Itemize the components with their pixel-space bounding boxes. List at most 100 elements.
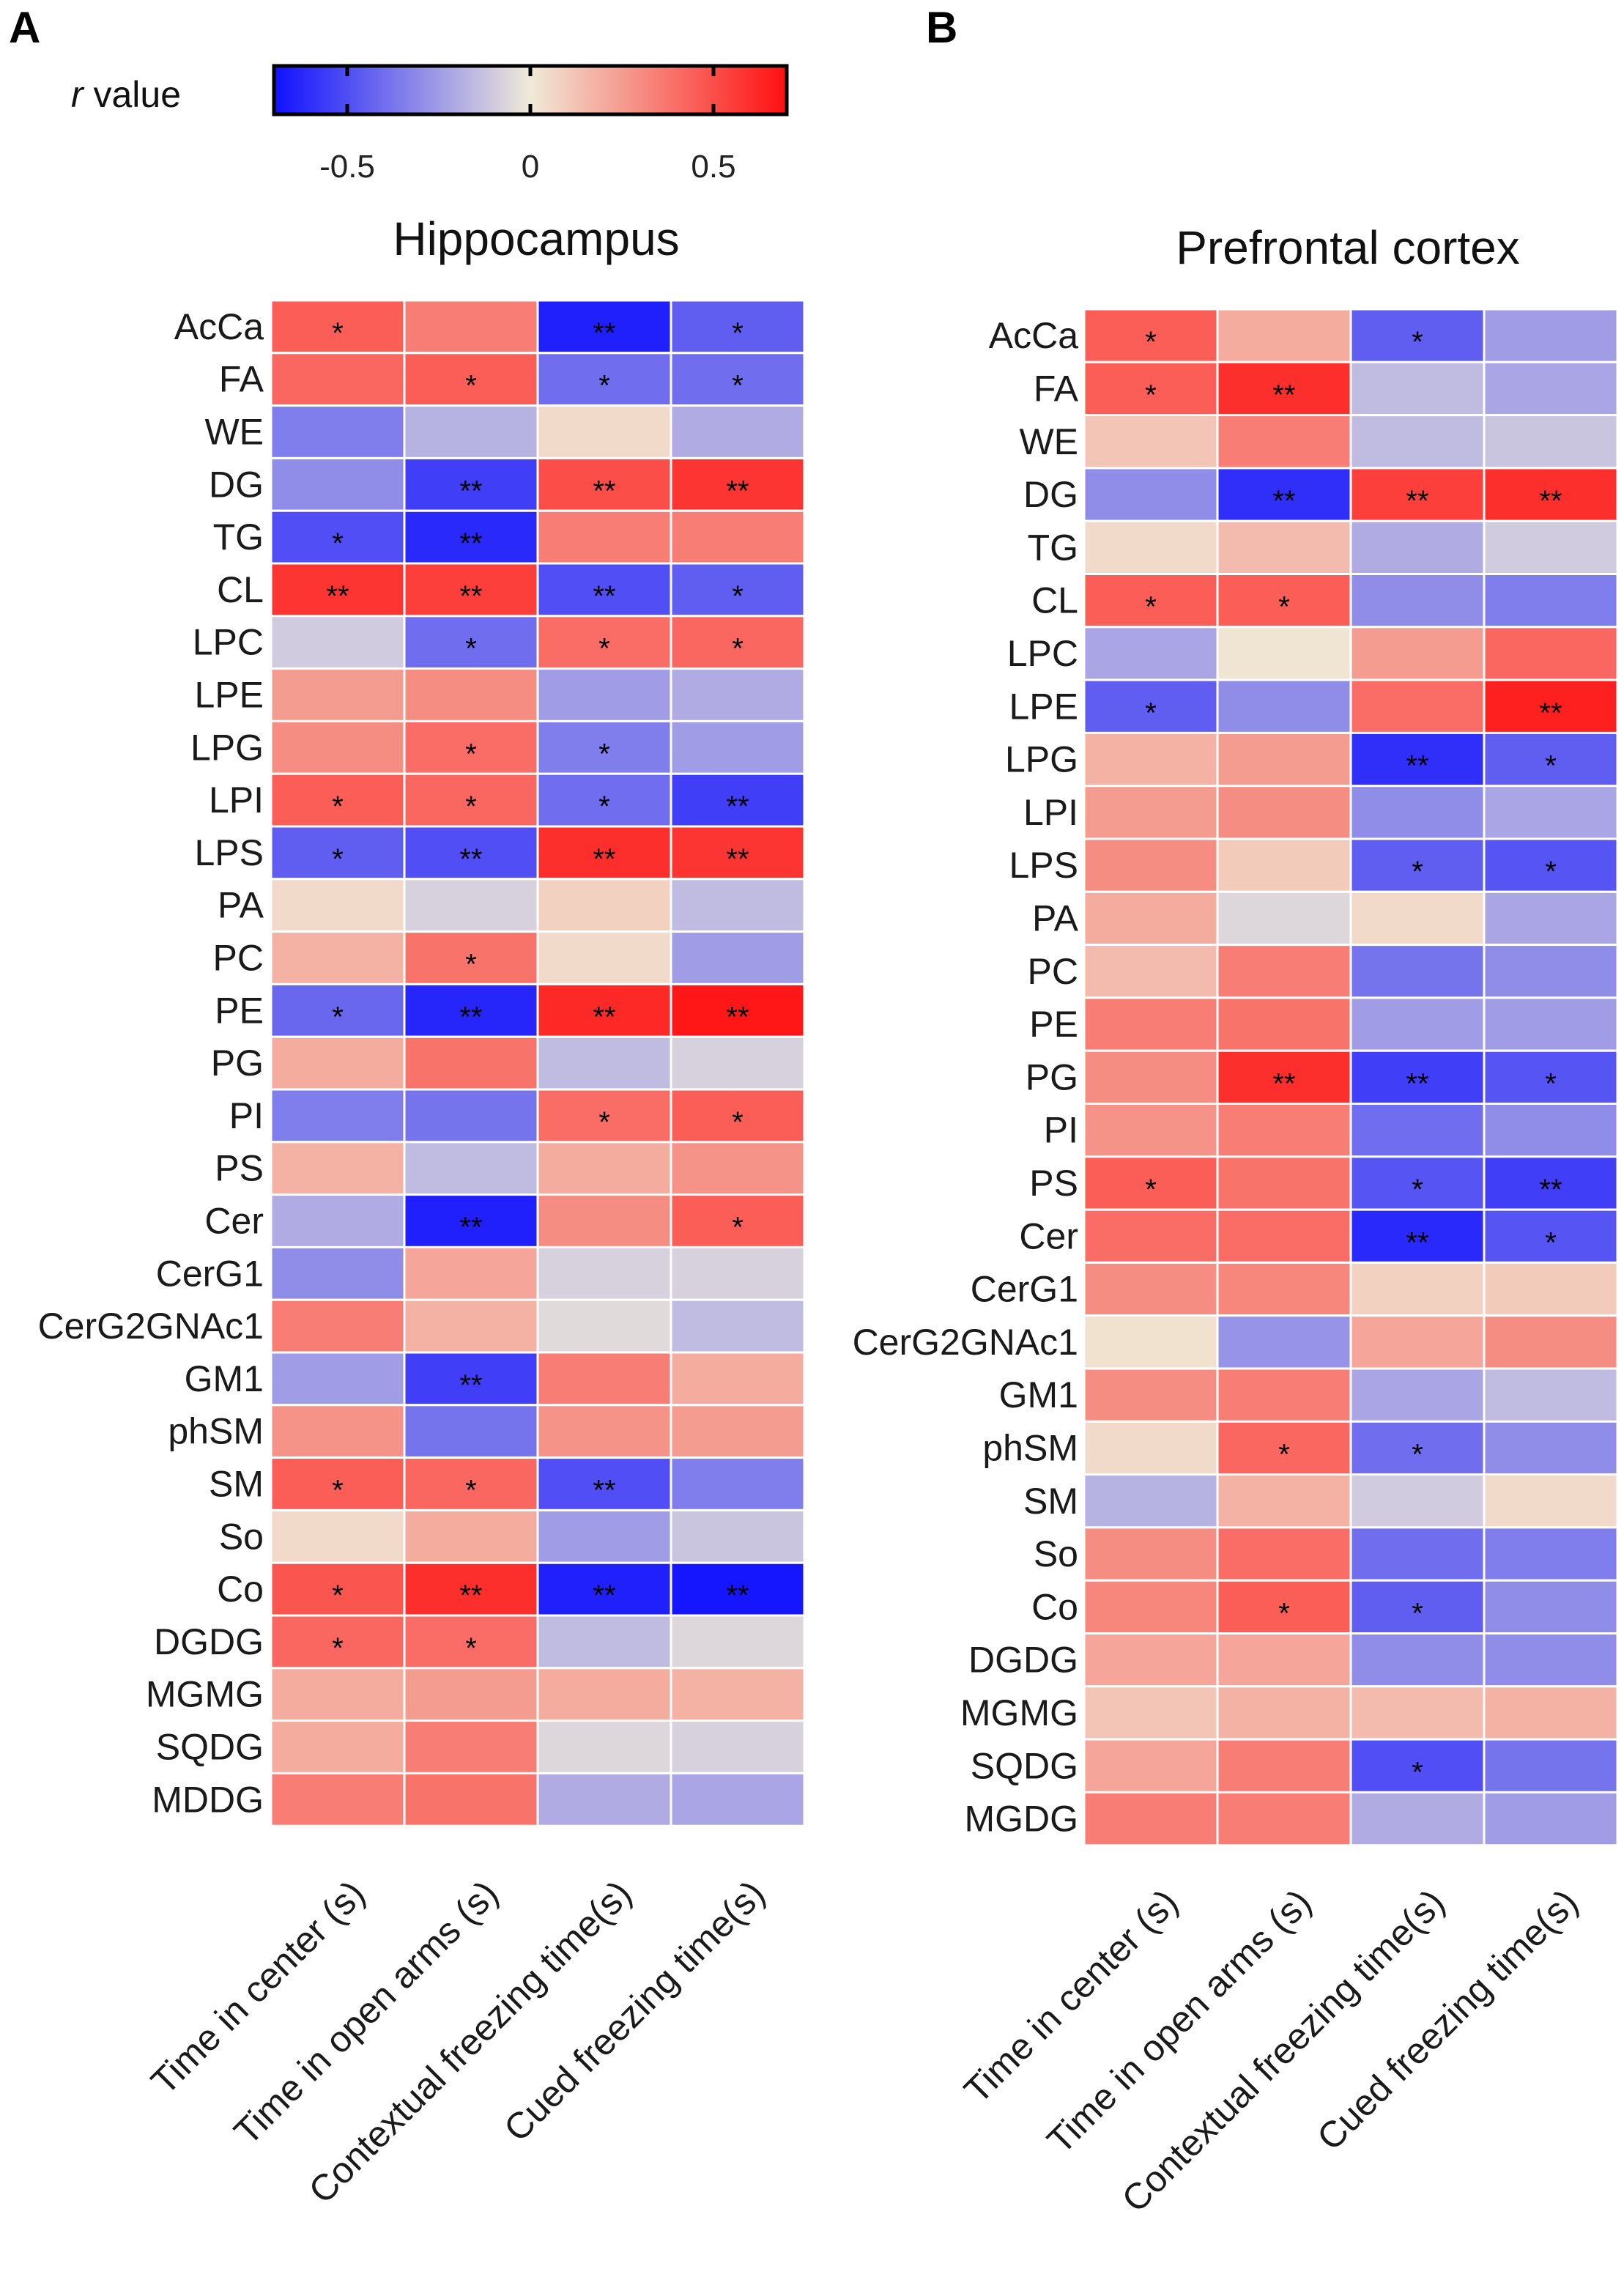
heatmap-cell <box>270 352 406 407</box>
heatmap-cell <box>536 1245 672 1301</box>
row-label: AcCa <box>174 306 264 347</box>
heatmap-cell <box>1483 467 1619 522</box>
heatmap-cell <box>1083 1208 1219 1264</box>
significance-marker: * <box>1412 1756 1423 1788</box>
heatmap-cell <box>670 1245 806 1301</box>
significance-marker: * <box>598 633 610 665</box>
significance-marker: ** <box>593 580 615 612</box>
heatmap-cell <box>536 509 672 565</box>
heatmap-cell <box>403 1719 539 1774</box>
heatmap-cell <box>270 1351 406 1407</box>
heatmap-cell <box>670 1141 806 1196</box>
heatmap-cell <box>670 1404 806 1459</box>
heatmap-cell <box>670 1351 806 1407</box>
heatmap-cell <box>403 615 539 670</box>
heatmap-cell <box>403 1245 539 1301</box>
significance-marker: ** <box>726 843 749 875</box>
row-label: MDDG <box>152 1779 264 1820</box>
heatmap-cell <box>670 1667 806 1722</box>
heatmap-cell <box>1483 1261 1619 1317</box>
heatmap-cell <box>670 1614 806 1670</box>
heatmap-cell <box>1483 890 1619 947</box>
significance-marker: * <box>465 1475 477 1507</box>
significance-marker: * <box>1145 697 1157 729</box>
heatmap-cell <box>1083 890 1219 947</box>
heatmap-cell <box>270 1035 406 1091</box>
significance-marker: ** <box>1272 379 1295 411</box>
heatmap-cell <box>270 1245 406 1301</box>
heatmap-cell <box>1216 1261 1352 1317</box>
significance-marker: * <box>465 633 477 665</box>
heatmap-cell <box>403 562 539 618</box>
heatmap-cell <box>1216 944 1352 999</box>
heatmap-cell <box>1483 1473 1619 1529</box>
row-label: PE <box>215 990 264 1031</box>
heatmap-cell <box>270 456 406 512</box>
heatmap-cell <box>270 1456 406 1511</box>
panel-label-b: B <box>926 3 957 52</box>
significance-marker: ** <box>459 1212 482 1244</box>
row-label: CerG1 <box>971 1269 1078 1310</box>
heatmap-cell <box>1216 1526 1352 1582</box>
row-label: DGDG <box>968 1640 1078 1681</box>
colorbar-tick-label: 0.5 <box>691 149 735 185</box>
significance-marker: ** <box>459 580 482 612</box>
heatmap-cell <box>1216 308 1352 363</box>
row-label: So <box>219 1516 264 1557</box>
significance-marker: ** <box>459 1001 482 1033</box>
significance-marker: * <box>332 527 344 560</box>
colorbar-label: r value <box>71 74 181 115</box>
heatmap-title: Hippocampus <box>393 212 679 265</box>
significance-marker: * <box>598 370 610 402</box>
heatmap-cell <box>270 1508 406 1564</box>
heatmap-cell <box>270 982 406 1038</box>
significance-marker: * <box>1278 591 1290 623</box>
heatmap-cell <box>1483 519 1619 576</box>
significance-marker: * <box>465 1632 477 1665</box>
heatmap-cell <box>1349 1632 1486 1688</box>
row-label: CL <box>217 569 264 610</box>
row-label: PG <box>211 1043 264 1084</box>
heatmap-cell <box>670 352 806 407</box>
heatmap-cell <box>1083 785 1219 840</box>
significance-marker: ** <box>1272 1067 1295 1100</box>
significance-marker: * <box>1145 379 1157 411</box>
heatmap-cell <box>536 1614 672 1670</box>
heatmap-cell <box>1216 1685 1352 1741</box>
row-label: GM1 <box>185 1358 264 1399</box>
row-label: CL <box>1031 580 1078 621</box>
heatmap-cell <box>1216 890 1352 947</box>
row-label: Cer <box>204 1201 264 1242</box>
heatmap-cell <box>1483 731 1619 788</box>
row-label: WE <box>204 412 264 453</box>
significance-marker: ** <box>593 843 615 875</box>
heatmap-cell <box>1349 996 1486 1052</box>
heatmap-cell <box>1483 1526 1619 1582</box>
heatmap-cell <box>403 1771 539 1827</box>
heatmap-cell <box>1483 1579 1619 1634</box>
heatmap-cell <box>1083 1685 1219 1741</box>
heatmap-cell <box>1216 1103 1352 1158</box>
heatmap-cell <box>536 1667 672 1722</box>
heatmap-cell <box>670 1456 806 1511</box>
row-label: LPE <box>1009 686 1078 727</box>
heatmap-cell <box>403 772 539 828</box>
heatmap-cell <box>1083 1473 1219 1529</box>
heatmap-cell <box>270 1614 406 1670</box>
heatmap-cell <box>403 352 539 407</box>
heatmap-cell <box>1083 1738 1219 1793</box>
heatmap-cell <box>1483 1685 1619 1741</box>
heatmap-cell <box>536 1351 672 1407</box>
significance-marker: ** <box>326 580 349 612</box>
heatmap-cell <box>270 615 406 670</box>
heatmap-cell <box>403 1141 539 1196</box>
heatmap-cell <box>536 1404 672 1459</box>
heatmap-cell <box>1483 414 1619 470</box>
heatmap-cell <box>270 1141 406 1196</box>
heatmap-cell <box>1216 1314 1352 1370</box>
significance-marker: ** <box>1406 485 1428 517</box>
heatmap-cell <box>270 1561 406 1617</box>
heatmap-cell <box>1483 944 1619 999</box>
significance-marker: ** <box>459 1369 482 1402</box>
